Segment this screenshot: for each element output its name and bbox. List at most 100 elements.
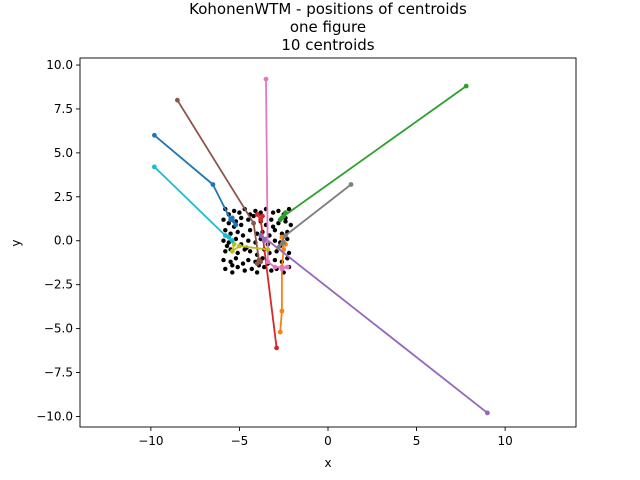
data-point bbox=[254, 270, 260, 275]
y-axis-label: y bbox=[9, 239, 23, 246]
centroid-position-marker bbox=[279, 308, 285, 314]
centroid-position-marker bbox=[152, 132, 157, 138]
data-point bbox=[272, 238, 278, 243]
data-point bbox=[239, 215, 244, 221]
data-point bbox=[230, 270, 235, 275]
centroid-position-marker bbox=[254, 212, 260, 217]
centroid-trajectory-4 bbox=[256, 213, 278, 349]
data-point bbox=[288, 222, 293, 228]
data-point bbox=[228, 259, 233, 264]
data-point bbox=[276, 221, 281, 226]
data-point bbox=[221, 217, 226, 222]
data-point bbox=[233, 256, 239, 261]
centroid-position-marker bbox=[284, 264, 290, 270]
centroid-position-marker bbox=[254, 261, 260, 266]
axes: −10 −5 0 5 10 10.0 7.5 5.0 2.5 0.0 −2.5 −5.0 −7.5 −10… bbox=[36, 57, 577, 448]
data-point bbox=[224, 243, 230, 249]
centroid-position-marker bbox=[279, 215, 285, 221]
data-point bbox=[223, 228, 228, 233]
data-point bbox=[247, 228, 253, 233]
data-point bbox=[231, 208, 237, 214]
centroid-position-marker bbox=[258, 217, 264, 223]
data-point bbox=[242, 268, 247, 273]
centroid-position-marker bbox=[463, 83, 469, 89]
data-point bbox=[233, 236, 239, 242]
centroid-position-marker bbox=[258, 233, 264, 238]
data-point bbox=[221, 238, 226, 243]
centroid-position-marker bbox=[485, 410, 490, 416]
centroid-position-marker bbox=[281, 240, 287, 245]
data-point bbox=[246, 217, 251, 222]
centroid-position-marker bbox=[229, 215, 235, 221]
data-point bbox=[235, 250, 240, 256]
data-point bbox=[276, 208, 281, 214]
chart-title-line-3: 10 centroids bbox=[281, 36, 374, 54]
centroid-position-marker bbox=[231, 241, 237, 247]
centroid-position-marker bbox=[279, 266, 285, 272]
data-point bbox=[226, 221, 231, 226]
data-point bbox=[235, 229, 240, 235]
y-tick-label: 7.5 bbox=[54, 102, 73, 116]
y-tick-label: −5.0 bbox=[44, 322, 73, 336]
centroid-position-marker bbox=[281, 247, 287, 252]
centroid-position-marker bbox=[274, 345, 279, 351]
data-point bbox=[251, 213, 256, 219]
centroid-position-marker bbox=[272, 264, 278, 270]
data-point bbox=[283, 219, 288, 224]
centroid-position-marker bbox=[265, 247, 271, 252]
data-point bbox=[286, 206, 292, 212]
centroid-position-marker bbox=[251, 220, 256, 226]
centroid-position-marker bbox=[263, 76, 269, 82]
data-point bbox=[274, 249, 279, 254]
centroid-position-marker bbox=[283, 210, 288, 216]
y-tick-label: 10.0 bbox=[46, 58, 73, 72]
centroid-position-marker bbox=[229, 238, 235, 244]
centroid-position-marker bbox=[265, 259, 271, 265]
centroid-position-marker bbox=[210, 182, 216, 187]
centroid-position-marker bbox=[237, 243, 242, 249]
data-point bbox=[260, 256, 265, 261]
centroid-trajectory-9 bbox=[231, 244, 268, 253]
x-tick-label: −10 bbox=[138, 434, 163, 448]
data-point bbox=[253, 208, 258, 214]
centroid-position-marker bbox=[276, 245, 281, 251]
data-point bbox=[272, 257, 278, 263]
y-tick-label: −7.5 bbox=[44, 366, 73, 380]
y-tick-label: −10.0 bbox=[36, 409, 73, 423]
data-point bbox=[230, 263, 235, 268]
data-point bbox=[237, 210, 242, 215]
centroid-position-marker bbox=[277, 329, 283, 335]
centroid-position-marker bbox=[233, 222, 239, 228]
data-point bbox=[223, 249, 228, 254]
data-point bbox=[235, 264, 240, 270]
x-tick-label: −5 bbox=[231, 434, 249, 448]
centroid-position-marker bbox=[261, 238, 267, 244]
x-tick-label: 10 bbox=[498, 434, 513, 448]
y-tick-label: −2.5 bbox=[44, 278, 73, 292]
centroid-position-marker bbox=[175, 97, 180, 103]
plot-area bbox=[152, 76, 490, 416]
data-point bbox=[272, 228, 278, 233]
y-tick-label: 2.5 bbox=[54, 190, 73, 204]
centroid-position-marker bbox=[152, 164, 157, 170]
centroid-position-marker bbox=[348, 182, 354, 187]
data-point bbox=[239, 222, 244, 228]
centroid-position-marker bbox=[229, 248, 235, 254]
y-tick-label: 0.0 bbox=[54, 234, 73, 248]
x-tick-label: 5 bbox=[413, 434, 421, 448]
data-point bbox=[246, 238, 251, 243]
data-point bbox=[221, 257, 226, 263]
data-point bbox=[249, 266, 254, 272]
data-point bbox=[269, 217, 274, 222]
centroid-position-marker bbox=[260, 213, 265, 219]
data-point bbox=[270, 210, 276, 215]
x-axis-label: x bbox=[324, 456, 331, 470]
data-point bbox=[223, 266, 228, 272]
centroid-position-marker bbox=[226, 234, 232, 240]
chart-title-line-1: KohonenWTM - positions of centroids bbox=[189, 0, 467, 18]
data-point bbox=[246, 257, 251, 263]
centroid-position-marker bbox=[258, 259, 264, 265]
data-point bbox=[285, 236, 290, 242]
